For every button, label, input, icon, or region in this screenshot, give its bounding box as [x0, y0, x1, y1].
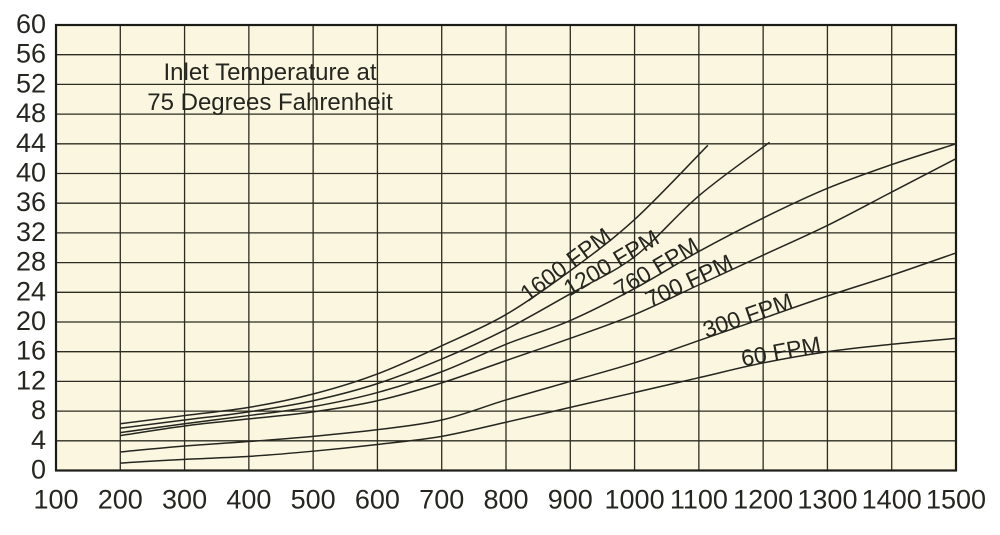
svg-text:28: 28	[16, 247, 46, 277]
svg-text:75 Degrees Fahrenheit: 75 Degrees Fahrenheit	[147, 89, 393, 116]
svg-text:1400: 1400	[862, 485, 922, 515]
svg-text:1000: 1000	[605, 485, 665, 515]
svg-text:300: 300	[162, 485, 207, 515]
svg-text:600: 600	[355, 485, 400, 515]
svg-text:800: 800	[483, 485, 528, 515]
svg-text:16: 16	[16, 336, 46, 366]
svg-text:12: 12	[16, 365, 46, 395]
svg-text:900: 900	[548, 485, 593, 515]
svg-text:48: 48	[16, 98, 46, 128]
svg-text:700: 700	[419, 485, 464, 515]
svg-text:20: 20	[16, 306, 46, 336]
svg-text:60: 60	[16, 9, 46, 39]
svg-text:100: 100	[33, 485, 78, 515]
svg-text:1100: 1100	[670, 485, 728, 515]
svg-text:4: 4	[31, 425, 46, 455]
svg-text:32: 32	[16, 217, 46, 247]
svg-text:Inlet Temperature at: Inlet Temperature at	[163, 59, 376, 86]
svg-text:1300: 1300	[797, 485, 857, 515]
svg-text:36: 36	[16, 187, 46, 217]
svg-text:40: 40	[16, 158, 46, 188]
svg-text:56: 56	[16, 39, 46, 69]
svg-text:0: 0	[31, 455, 46, 485]
svg-text:1500: 1500	[926, 485, 986, 515]
svg-text:44: 44	[16, 128, 46, 158]
svg-text:52: 52	[16, 68, 46, 98]
svg-text:1200: 1200	[733, 485, 793, 515]
svg-text:400: 400	[226, 485, 271, 515]
svg-text:500: 500	[291, 485, 336, 515]
svg-text:8: 8	[31, 395, 46, 425]
svg-text:24: 24	[16, 276, 46, 306]
svg-text:200: 200	[98, 485, 143, 515]
